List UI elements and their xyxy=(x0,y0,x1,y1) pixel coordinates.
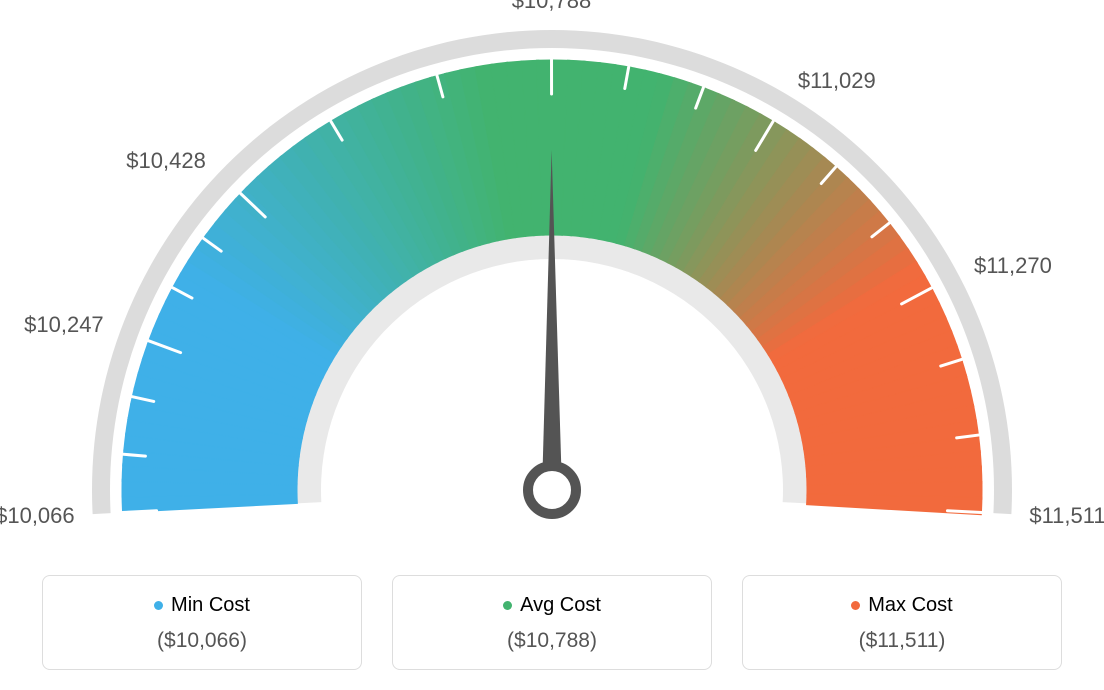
legend-label-avg: Avg Cost xyxy=(520,594,601,617)
gauge-chart-container: $10,066 $10,247 $10,428 $10,788 $11,029 $11,2… xyxy=(0,0,1104,690)
legend-value-avg: ($10,788) xyxy=(403,629,701,653)
tick-label: $10,428 xyxy=(126,148,206,174)
legend-value-min: ($10,066) xyxy=(53,629,351,653)
legend-card-avg: Avg Cost ($10,788) xyxy=(392,575,712,670)
tick-label: $10,066 xyxy=(0,503,75,529)
legend-title-max: Max Cost xyxy=(753,594,1051,617)
tick-label: $11,029 xyxy=(798,68,876,94)
legend-dot-max xyxy=(851,601,860,610)
tick-label: $10,247 xyxy=(24,312,104,338)
legend-value-max: ($11,511) xyxy=(753,629,1051,653)
legend-card-min: Min Cost ($10,066) xyxy=(42,575,362,670)
legend-dot-avg xyxy=(503,601,512,610)
legend-label-max: Max Cost xyxy=(868,594,952,617)
tick-label: $10,788 xyxy=(512,0,592,14)
tick-label: $11,270 xyxy=(974,253,1052,279)
legend-title-min: Min Cost xyxy=(53,594,351,617)
legend-label-min: Min Cost xyxy=(171,594,250,617)
legend-card-max: Max Cost ($11,511) xyxy=(742,575,1062,670)
legend-row: Min Cost ($10,066) Avg Cost ($10,788) Ma… xyxy=(0,575,1104,670)
gauge-svg xyxy=(0,0,1104,540)
legend-title-avg: Avg Cost xyxy=(403,594,701,617)
legend-dot-min xyxy=(154,601,163,610)
gauge-area: $10,066 $10,247 $10,428 $10,788 $11,029 $11,2… xyxy=(0,0,1104,540)
tick-label: $11,511 xyxy=(1029,503,1104,529)
